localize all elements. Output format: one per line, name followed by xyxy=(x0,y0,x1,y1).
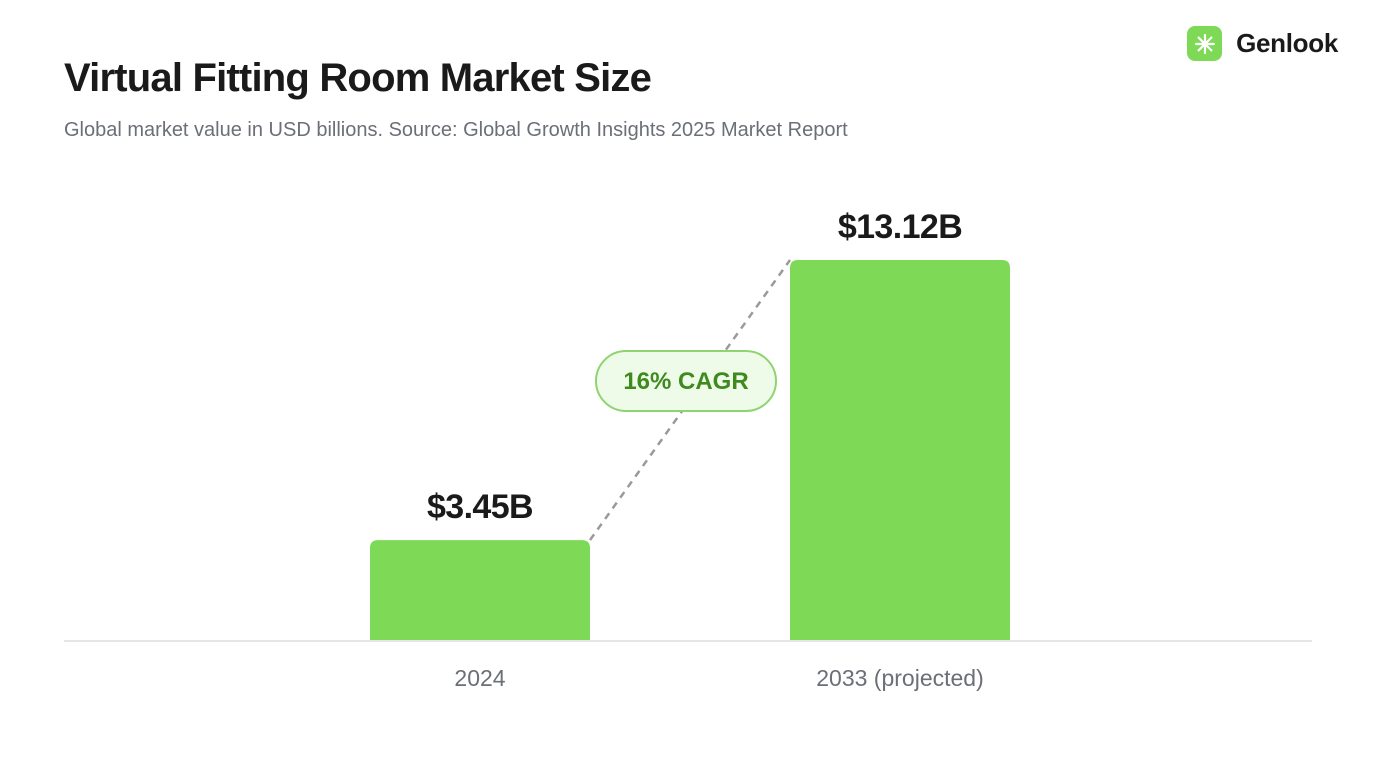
chart-title: Virtual Fitting Room Market Size xyxy=(64,56,652,100)
bar-2024 xyxy=(370,540,590,640)
value-label: $3.45B xyxy=(427,488,533,526)
chart-subtitle: Global market value in USD billions. Sou… xyxy=(64,119,848,141)
brand-logo: Genlook xyxy=(1187,26,1338,61)
sparkle-icon xyxy=(1187,26,1223,61)
cagr-label: 16% CAGR xyxy=(623,368,748,395)
bar-2033 (projected) xyxy=(790,260,1010,640)
category-label: 2024 xyxy=(454,665,505,691)
cagr-badge xyxy=(595,350,777,412)
category-label: 2033 (projected) xyxy=(816,665,984,691)
brand-name: Genlook xyxy=(1236,28,1338,58)
value-label: $13.12B xyxy=(838,208,962,246)
